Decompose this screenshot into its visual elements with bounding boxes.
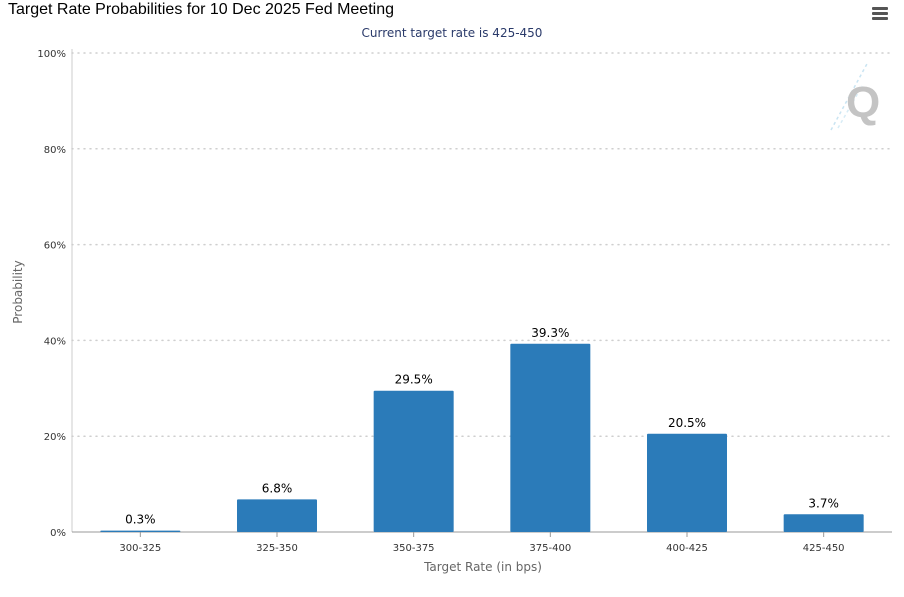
bar-375-400[interactable] [510, 343, 591, 532]
bar-400-425[interactable] [647, 433, 727, 532]
bar-325-350[interactable] [237, 499, 317, 532]
svg-text:Q: Q [846, 78, 880, 127]
y-tick-label: 40% [44, 336, 66, 347]
y-tick-label: 20% [44, 432, 66, 443]
y-axis-title: Probability [11, 260, 25, 323]
x-tick-label: 350-375 [393, 543, 435, 554]
axes [71, 49, 892, 533]
y-tick-label: 0% [50, 528, 66, 539]
bars [100, 343, 864, 532]
grid-lines [71, 52, 893, 437]
y-axis-ticks: 0% 20% 40% 60% 80% 100% [37, 49, 66, 539]
data-label: 39.3% [531, 326, 569, 340]
hamburger-menu-icon[interactable] [868, 4, 892, 24]
x-tick-label: 300-325 [119, 543, 161, 554]
chart-title: Target Rate Probabilities for 10 Dec 202… [8, 1, 394, 18]
data-label: 29.5% [395, 373, 433, 387]
y-tick-label: 80% [44, 145, 66, 156]
x-tick-label: 425-450 [803, 543, 845, 554]
data-label: 6.8% [262, 481, 293, 495]
data-labels: 0.3% 6.8% 29.5% 39.3% 20.5% 3.7% [125, 326, 839, 527]
q-logo-icon: Q [830, 61, 880, 131]
chart-subtitle: Current target rate is 425-450 [361, 26, 543, 40]
y-tick-label: 60% [44, 241, 66, 252]
bar-425-450[interactable] [783, 514, 864, 532]
x-tick-label: 325-350 [256, 543, 298, 554]
x-axis-title: Target Rate (in bps) [423, 560, 542, 574]
x-tick-label: 375-400 [529, 543, 571, 554]
data-label: 20.5% [668, 416, 706, 430]
bar-350-375[interactable] [373, 390, 454, 532]
data-label: 3.7% [808, 496, 839, 510]
x-axis-ticks: 300-325 325-350 350-375 375-400 400-425 425-4… [119, 532, 845, 554]
bar-300-325[interactable] [100, 530, 181, 532]
y-tick-label: 100% [37, 49, 66, 60]
data-label: 0.3% [125, 513, 156, 527]
x-tick-label: 400-425 [666, 543, 708, 554]
